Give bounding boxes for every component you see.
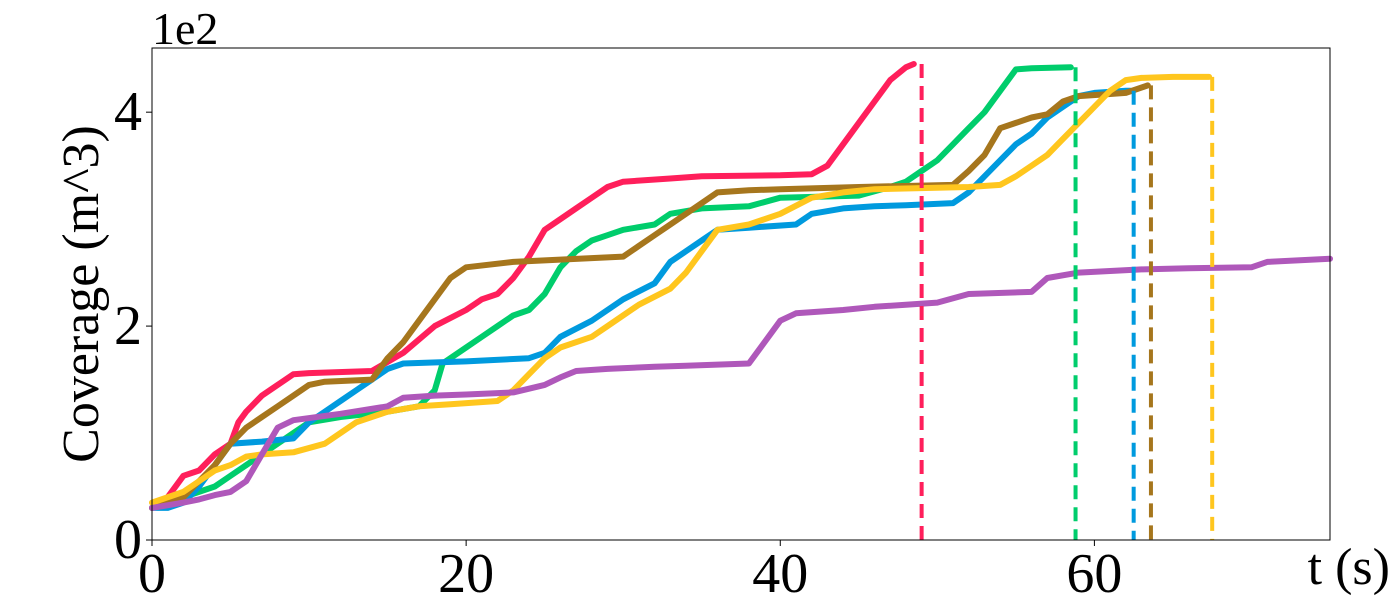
series-line-2	[149, 64, 1074, 511]
tick-layer: 0 20 40 60 0 2 4	[114, 81, 1122, 600]
x-axis-label: t (s)	[1308, 539, 1390, 596]
y-offset-label: 1e2	[152, 3, 218, 54]
y-tick-label: 4	[114, 81, 142, 143]
series-line-4	[149, 82, 1151, 511]
series-line-1	[149, 61, 917, 511]
y-tick-label: 2	[114, 295, 142, 357]
x-tick-label: 0	[138, 543, 166, 600]
series-line-3	[149, 87, 1134, 511]
y-tick-label: 0	[114, 509, 142, 571]
end-marker-layer	[919, 64, 1215, 540]
series-line-6	[149, 255, 1333, 511]
x-tick-label: 20	[438, 543, 494, 600]
series-layer	[149, 61, 1333, 511]
y-axis-label: Coverage (m^3)	[53, 125, 110, 463]
x-tick-label: 40	[752, 543, 808, 600]
plot-area-frame	[151, 47, 1331, 541]
x-tick-label: 60	[1066, 543, 1122, 600]
series-line-5	[149, 73, 1213, 506]
